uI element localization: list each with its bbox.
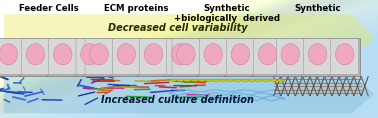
Ellipse shape <box>172 44 190 65</box>
Circle shape <box>234 79 241 81</box>
FancyBboxPatch shape <box>112 39 140 75</box>
FancyBboxPatch shape <box>85 39 113 75</box>
Circle shape <box>219 79 227 81</box>
FancyBboxPatch shape <box>76 39 104 75</box>
Circle shape <box>248 79 256 81</box>
Ellipse shape <box>336 44 354 65</box>
Circle shape <box>226 79 234 81</box>
FancyBboxPatch shape <box>274 38 306 77</box>
FancyBboxPatch shape <box>304 39 332 75</box>
FancyBboxPatch shape <box>197 38 229 77</box>
Ellipse shape <box>231 44 249 65</box>
FancyBboxPatch shape <box>0 39 22 75</box>
Ellipse shape <box>204 44 222 65</box>
Ellipse shape <box>117 44 135 65</box>
Circle shape <box>205 79 212 81</box>
Circle shape <box>198 79 205 81</box>
Text: Decreased cell variability: Decreased cell variability <box>108 23 248 33</box>
Text: Synthetic: Synthetic <box>294 4 341 13</box>
FancyBboxPatch shape <box>0 38 24 77</box>
FancyBboxPatch shape <box>22 39 50 75</box>
Text: Synthetic
+biologically  derived: Synthetic +biologically derived <box>174 4 280 23</box>
Ellipse shape <box>259 44 277 65</box>
FancyBboxPatch shape <box>20 38 51 77</box>
Text: Feeder Cells: Feeder Cells <box>19 4 79 13</box>
FancyBboxPatch shape <box>329 38 361 77</box>
Circle shape <box>176 79 184 81</box>
Ellipse shape <box>81 44 99 65</box>
FancyBboxPatch shape <box>165 38 197 77</box>
Polygon shape <box>4 73 374 113</box>
FancyBboxPatch shape <box>225 38 256 77</box>
FancyBboxPatch shape <box>170 38 202 77</box>
Circle shape <box>169 79 177 81</box>
Ellipse shape <box>0 44 17 65</box>
Ellipse shape <box>281 44 299 65</box>
Circle shape <box>270 79 277 81</box>
FancyBboxPatch shape <box>252 38 284 77</box>
FancyBboxPatch shape <box>172 39 200 75</box>
FancyBboxPatch shape <box>226 39 254 75</box>
FancyBboxPatch shape <box>276 39 304 75</box>
FancyBboxPatch shape <box>167 39 195 75</box>
FancyBboxPatch shape <box>302 38 333 77</box>
FancyBboxPatch shape <box>331 39 359 75</box>
FancyBboxPatch shape <box>110 38 142 77</box>
FancyBboxPatch shape <box>47 38 79 77</box>
FancyBboxPatch shape <box>199 39 227 75</box>
FancyBboxPatch shape <box>83 38 115 77</box>
Circle shape <box>191 79 198 81</box>
Circle shape <box>262 79 270 81</box>
FancyBboxPatch shape <box>139 39 167 75</box>
Ellipse shape <box>90 44 108 65</box>
Circle shape <box>255 79 263 81</box>
Circle shape <box>277 79 284 81</box>
Circle shape <box>241 79 249 81</box>
FancyBboxPatch shape <box>49 39 77 75</box>
Ellipse shape <box>177 44 195 65</box>
Ellipse shape <box>26 44 45 65</box>
Text: Increased culture definition: Increased culture definition <box>101 95 254 105</box>
FancyBboxPatch shape <box>254 39 282 75</box>
FancyBboxPatch shape <box>138 38 169 77</box>
Ellipse shape <box>54 44 72 65</box>
Polygon shape <box>4 14 374 59</box>
FancyBboxPatch shape <box>74 38 106 77</box>
Ellipse shape <box>308 44 327 65</box>
Ellipse shape <box>144 44 163 65</box>
Circle shape <box>212 79 220 81</box>
Text: ECM proteins: ECM proteins <box>104 4 168 13</box>
Circle shape <box>183 79 191 81</box>
